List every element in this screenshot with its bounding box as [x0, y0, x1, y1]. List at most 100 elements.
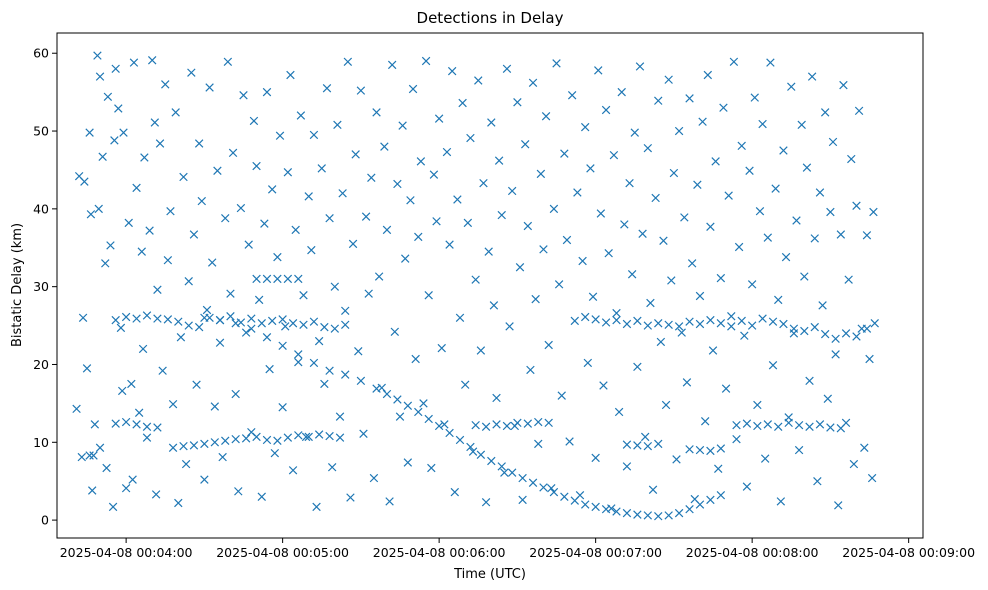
- data-point: [257, 492, 266, 501]
- data-point: [700, 417, 710, 426]
- data-point: [643, 441, 653, 451]
- data-point: [580, 312, 590, 322]
- data-point: [502, 64, 512, 74]
- data-point: [520, 140, 530, 149]
- data-point: [695, 319, 705, 329]
- data-point: [458, 98, 467, 108]
- data-point: [320, 379, 329, 389]
- data-point: [194, 322, 204, 332]
- data-point: [476, 450, 486, 459]
- chart-title: Detections in Delay: [417, 9, 564, 27]
- data-point: [539, 483, 548, 492]
- data-point: [818, 301, 827, 310]
- data-point: [455, 313, 465, 323]
- data-point: [273, 436, 282, 445]
- data-point: [86, 210, 96, 219]
- data-point: [466, 133, 475, 143]
- data-point: [151, 490, 161, 499]
- data-point: [552, 59, 561, 68]
- data-point: [776, 497, 786, 506]
- x-axis-label: Time (UTC): [453, 567, 526, 582]
- data-point: [567, 91, 577, 100]
- data-point: [635, 62, 645, 71]
- data-point: [189, 441, 199, 450]
- data-point: [706, 495, 715, 505]
- data-point: [695, 291, 705, 301]
- data-point: [442, 147, 452, 157]
- data-point: [176, 333, 186, 342]
- data-point: [849, 459, 859, 469]
- data-point: [210, 438, 220, 447]
- data-point: [239, 91, 248, 100]
- data-point: [682, 378, 692, 387]
- data-point: [374, 272, 384, 281]
- data-point: [617, 87, 626, 97]
- data-point: [158, 366, 167, 375]
- data-point: [487, 118, 496, 127]
- data-point: [385, 497, 394, 506]
- data-point: [596, 209, 606, 218]
- data-point: [254, 295, 264, 305]
- data-point: [654, 439, 663, 449]
- data-point: [262, 435, 272, 445]
- data-point: [557, 391, 566, 400]
- data-point: [455, 435, 465, 445]
- data-point: [322, 84, 332, 93]
- data-point: [507, 186, 517, 196]
- data-point: [502, 421, 512, 431]
- data-point: [453, 195, 462, 204]
- data-point: [304, 432, 313, 442]
- data-point: [476, 346, 486, 355]
- data-point: [526, 365, 535, 375]
- data-point: [852, 201, 861, 210]
- data-point: [789, 324, 799, 333]
- data-point: [241, 328, 251, 337]
- data-point: [424, 414, 433, 424]
- data-point: [654, 511, 663, 521]
- x-tick-label: 2025-04-08 00:04:00: [60, 545, 193, 560]
- data-point: [724, 191, 733, 200]
- data-point: [787, 82, 796, 91]
- data-point: [481, 422, 491, 431]
- data-point: [622, 508, 632, 518]
- data-point: [309, 130, 319, 140]
- data-point: [265, 364, 274, 374]
- data-point: [544, 340, 553, 350]
- data-point: [468, 447, 478, 456]
- data-point: [351, 150, 360, 159]
- data-point: [841, 329, 851, 338]
- data-point: [826, 207, 835, 217]
- data-point: [155, 139, 165, 148]
- data-point: [719, 103, 728, 112]
- data-point: [427, 463, 436, 473]
- data-point: [304, 192, 313, 201]
- y-tick-label: 30: [33, 279, 49, 294]
- data-point: [601, 318, 611, 327]
- data-point: [784, 418, 793, 428]
- y-axis-label: Bistatic Delay (km): [10, 223, 25, 347]
- data-point: [142, 433, 152, 442]
- data-point: [507, 468, 517, 477]
- data-point: [85, 128, 94, 137]
- data-marks: [72, 51, 879, 521]
- data-point: [138, 344, 148, 354]
- data-point: [213, 166, 222, 175]
- data-point: [755, 206, 765, 216]
- data-point: [179, 441, 188, 451]
- data-point: [797, 120, 806, 130]
- data-point: [549, 204, 559, 214]
- data-point: [541, 112, 551, 121]
- data-point: [273, 252, 282, 262]
- data-point: [421, 56, 431, 66]
- data-point: [335, 412, 345, 421]
- data-point: [111, 64, 120, 74]
- data-point: [132, 420, 141, 429]
- data-point: [215, 315, 225, 325]
- data-point: [505, 322, 514, 331]
- data-point: [333, 120, 342, 130]
- data-point: [492, 420, 501, 429]
- data-point: [299, 320, 308, 330]
- data-point: [414, 232, 423, 242]
- data-point: [145, 226, 154, 235]
